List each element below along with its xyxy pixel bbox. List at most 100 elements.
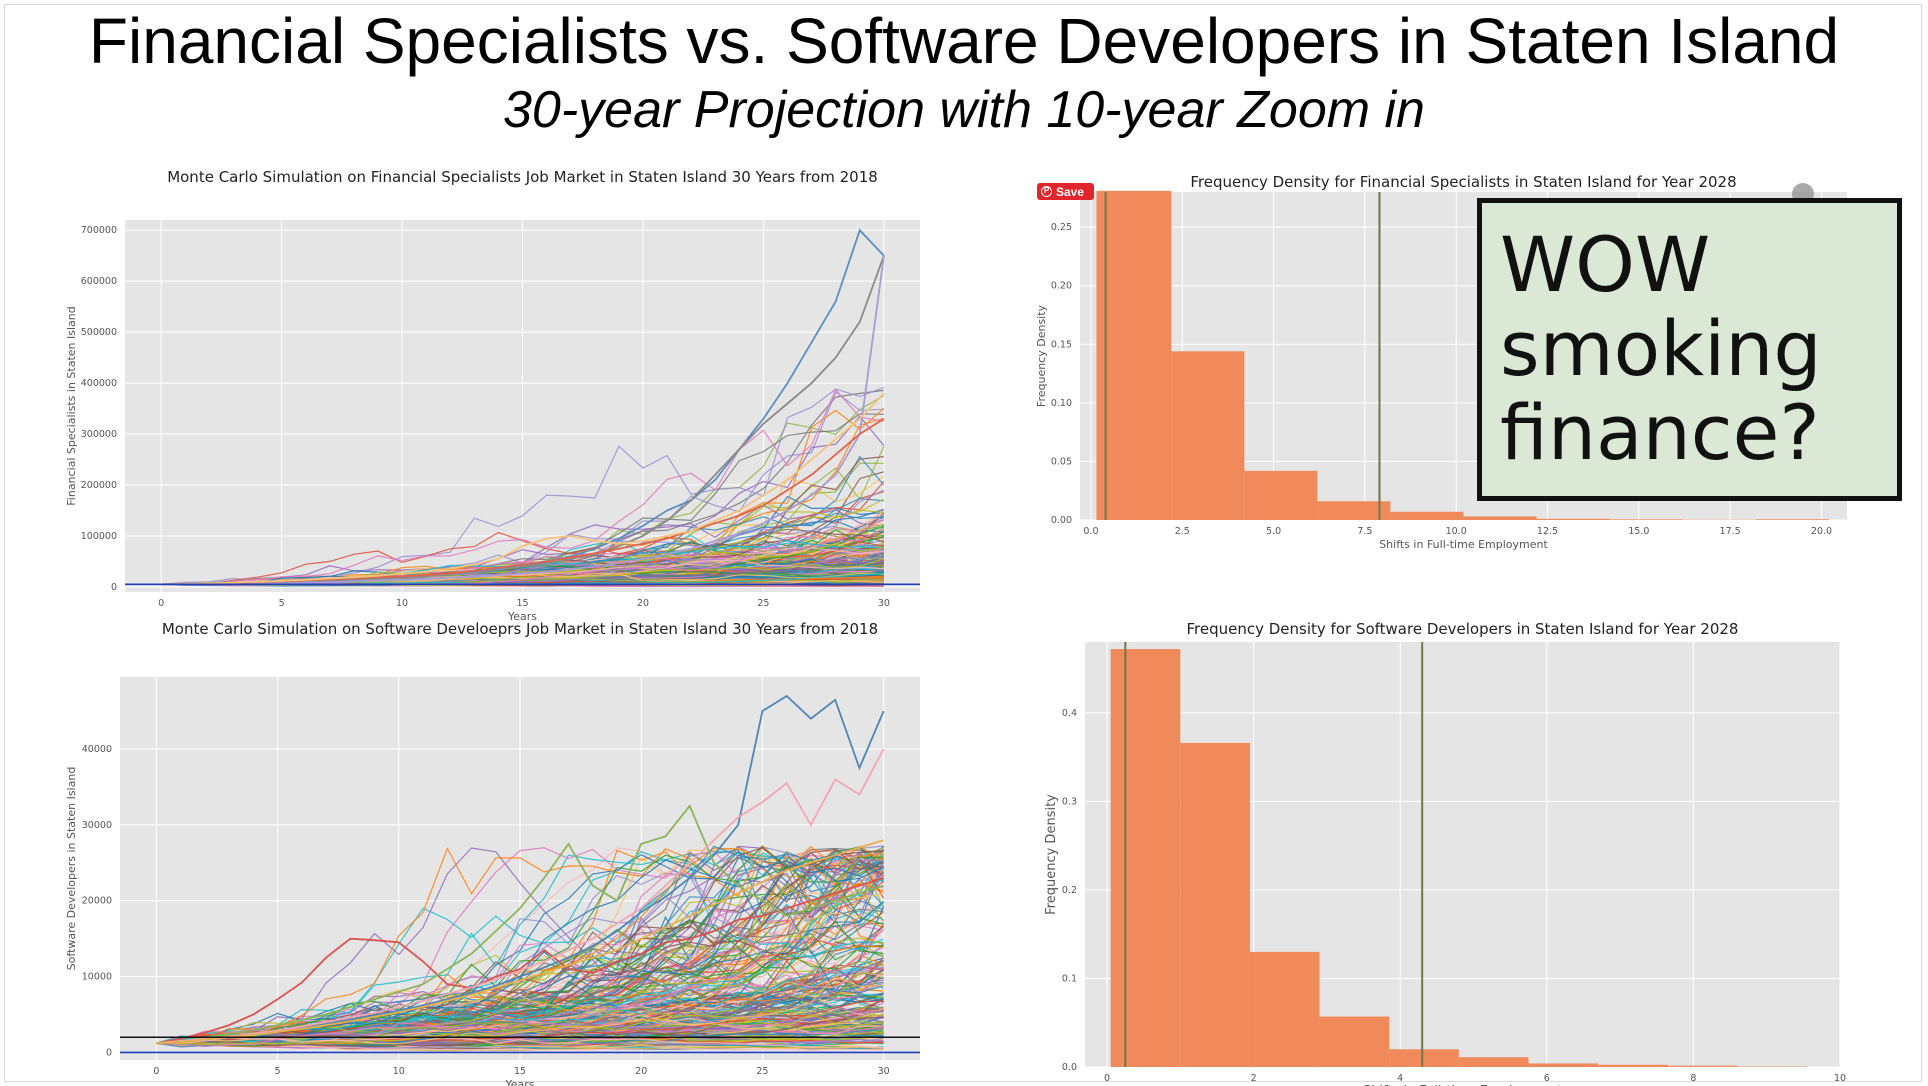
callout-line-1: WOW	[1500, 220, 1711, 309]
y-tick-label: 500000	[81, 327, 117, 338]
simulation-line	[156, 966, 885, 1047]
histogram-bar	[1609, 519, 1683, 520]
y-axis-label: Frequency Density	[1044, 794, 1059, 915]
slide-title: Financial Specialists vs. Software Devel…	[88, 5, 1840, 77]
x-tick-label: 2	[1251, 1073, 1257, 1084]
simulation-line	[161, 388, 884, 586]
histogram-bar	[1180, 742, 1250, 1067]
x-tick-label: 10	[1834, 1073, 1846, 1084]
highlight-simulation-line	[156, 839, 884, 1045]
y-tick-label: 0.20	[1051, 281, 1072, 292]
y-tick-label: 0.10	[1051, 398, 1072, 409]
simulation-line	[156, 1014, 884, 1046]
y-tick-label: 200000	[81, 480, 117, 491]
highlight-simulation-line	[161, 255, 885, 586]
callout-box: WOW smoking finance?	[1477, 198, 1902, 501]
histogram-bar	[1390, 511, 1464, 520]
x-tick-label: 0	[153, 1066, 159, 1077]
y-tick-label: 0	[111, 582, 117, 593]
x-tick-label: 5	[279, 598, 285, 609]
histogram-bar	[1536, 518, 1610, 520]
x-tick-label: 10	[396, 598, 408, 609]
x-tick-label: 6	[1544, 1073, 1550, 1084]
highlight-simulation-line	[156, 748, 885, 1045]
y-tick-label: 0.2	[1062, 885, 1077, 896]
callout-line-2: smoking	[1500, 304, 1822, 393]
x-tick-label: 17.5	[1720, 526, 1741, 537]
histogram-bar	[1317, 501, 1391, 520]
x-tick-label: 0.0	[1083, 526, 1098, 537]
software-monte-carlo-panel: Monte Carlo Simulation on Software Devel…	[50, 612, 940, 1086]
histogram-bar	[1528, 1063, 1599, 1067]
y-tick-label: 20000	[82, 896, 112, 907]
x-tick-label: 10	[393, 1066, 405, 1077]
histogram-bar	[1667, 1065, 1738, 1067]
chart-title: Frequency Density for Software Developer…	[1187, 620, 1739, 638]
x-tick-label: 20.0	[1811, 526, 1832, 537]
y-tick-label: 400000	[81, 378, 117, 389]
histogram-bar	[1319, 1016, 1390, 1067]
x-tick-label: 8	[1690, 1073, 1696, 1084]
financial-monte-carlo-panel: Monte Carlo Simulation on Financial Spec…	[50, 160, 940, 623]
histogram-bar	[1463, 516, 1537, 520]
y-tick-label: 600000	[81, 276, 117, 287]
slide-frame	[4, 4, 1922, 1082]
x-tick-label: 10.0	[1446, 526, 1467, 537]
simulation-line	[156, 854, 884, 1047]
y-tick-label: 10000	[82, 972, 112, 983]
y-tick-label: 0.25	[1051, 222, 1072, 233]
y-tick-label: 0.3	[1062, 796, 1077, 807]
histogram-bar	[1110, 649, 1181, 1067]
chart-title: Monte Carlo Simulation on Software Devel…	[162, 620, 878, 638]
histogram-bar	[1598, 1064, 1668, 1067]
y-tick-label: 40000	[82, 744, 112, 755]
simulation-line	[161, 481, 885, 585]
series-group	[156, 694, 885, 1052]
software-monte-carlo-chart: Monte Carlo Simulation on Software Devel…	[65, 620, 920, 1086]
x-tick-label: 15	[514, 1066, 526, 1077]
histogram-bar	[1244, 470, 1318, 520]
software-histogram-chart: Frequency Density for Software Developer…	[1044, 620, 1846, 1086]
x-axis-label: Years	[507, 610, 537, 623]
simulation-line	[156, 858, 884, 1044]
highlight-simulation-line	[156, 877, 884, 1045]
y-tick-label: 30000	[82, 820, 112, 831]
y-tick-label: 0.0	[1062, 1062, 1077, 1073]
x-tick-label: 20	[637, 598, 649, 609]
x-tick-label: 7.5	[1357, 526, 1372, 537]
x-tick-label: 25	[756, 1066, 768, 1077]
x-tick-label: 15	[516, 598, 528, 609]
y-axis-label: Frequency Density	[1035, 304, 1048, 407]
histogram-bar	[1458, 1057, 1529, 1067]
y-axis-label: Software Developers in Staten Island	[65, 767, 78, 971]
pin-icon: P	[1041, 186, 1052, 197]
x-tick-label: 0	[1104, 1073, 1110, 1084]
simulation-line	[156, 860, 884, 1044]
x-tick-label: 12.5	[1537, 526, 1558, 537]
save-label: Save	[1056, 184, 1085, 199]
simulation-line	[156, 845, 884, 1045]
y-tick-label: 0.4	[1062, 708, 1077, 719]
y-tick-label: 0.1	[1062, 973, 1077, 984]
highlight-simulation-line	[156, 804, 884, 1045]
chart-title: Monte Carlo Simulation on Financial Spec…	[167, 168, 878, 186]
x-axis-label: Shifts in Full-time Employment	[1379, 538, 1548, 551]
y-tick-label: 0.00	[1051, 515, 1072, 526]
x-tick-label: 4	[1397, 1073, 1403, 1084]
x-tick-label: 20	[635, 1066, 647, 1077]
y-tick-label: 700000	[81, 225, 117, 236]
financial-monte-carlo-chart: Monte Carlo Simulation on Financial Spec…	[65, 168, 920, 623]
x-axis-label: Years	[504, 1078, 534, 1086]
y-tick-label: 0	[106, 1047, 112, 1058]
callout-line-3: finance?	[1500, 388, 1820, 477]
x-tick-label: 2.5	[1175, 526, 1190, 537]
x-tick-label: 30	[878, 1066, 890, 1077]
software-histogram-panel: Frequency Density for Software Developer…	[1030, 612, 1846, 1086]
histogram-bar	[1171, 351, 1245, 520]
x-tick-label: 25	[757, 598, 769, 609]
x-tick-label: 15.0	[1628, 526, 1649, 537]
histogram-bar	[1096, 190, 1172, 521]
x-axis-label: Shifts in Full-time Employment	[1363, 1084, 1562, 1086]
x-tick-label: 0	[158, 598, 164, 609]
pinterest-save-button[interactable]: P Save	[1037, 183, 1094, 200]
